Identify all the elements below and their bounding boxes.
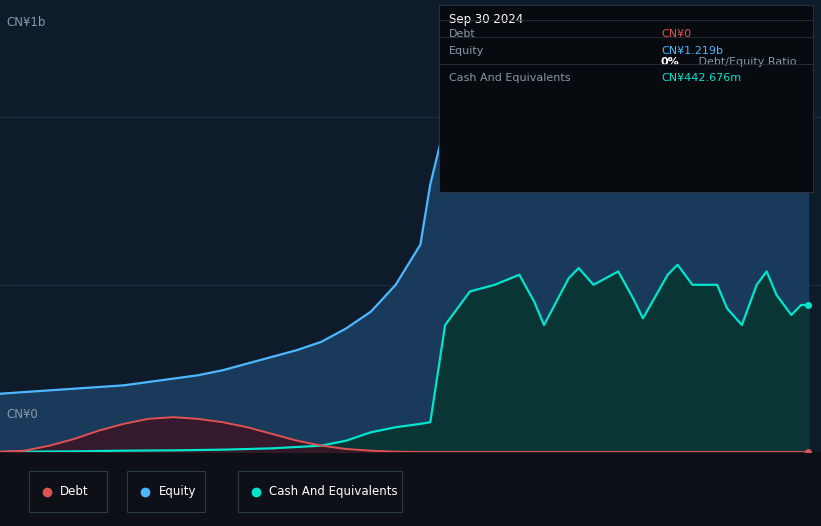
FancyBboxPatch shape [29, 471, 107, 512]
Text: Cash And Equivalents: Cash And Equivalents [269, 485, 398, 498]
Text: Equity: Equity [449, 46, 484, 56]
FancyBboxPatch shape [127, 471, 205, 512]
FancyBboxPatch shape [238, 471, 402, 512]
Text: Sep 30 2024: Sep 30 2024 [449, 13, 523, 26]
Text: 0%: 0% [661, 57, 680, 67]
FancyBboxPatch shape [439, 5, 813, 193]
Text: CN¥1.219b: CN¥1.219b [661, 46, 723, 56]
Text: Debt: Debt [449, 29, 476, 39]
Text: Cash And Equivalents: Cash And Equivalents [449, 73, 571, 83]
Text: CN¥0: CN¥0 [7, 408, 39, 421]
Text: Equity: Equity [158, 485, 196, 498]
Text: CN¥0: CN¥0 [661, 29, 691, 39]
Text: CN¥442.676m: CN¥442.676m [661, 73, 741, 83]
Text: Debt/Equity Ratio: Debt/Equity Ratio [695, 57, 797, 67]
Text: Debt: Debt [60, 485, 89, 498]
Text: CN¥1b: CN¥1b [7, 16, 46, 29]
